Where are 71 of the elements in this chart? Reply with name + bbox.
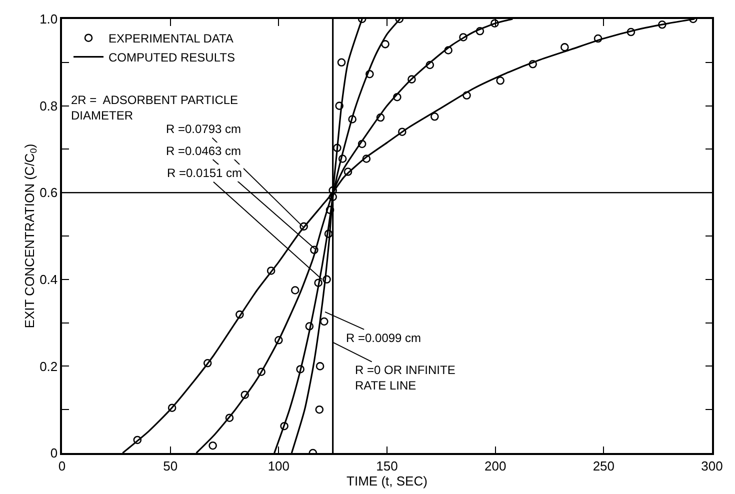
y-tick-label: 0.2 bbox=[40, 358, 58, 374]
point bbox=[203, 359, 212, 368]
point bbox=[310, 246, 318, 254]
y-tick-label: 0.8 bbox=[40, 98, 58, 114]
point bbox=[168, 404, 176, 412]
point bbox=[366, 70, 374, 78]
point bbox=[658, 20, 666, 29]
annotation: R =0.0151 cm bbox=[167, 166, 242, 180]
point bbox=[315, 405, 324, 414]
legend-label: COMPUTED RESULTS bbox=[108, 50, 235, 65]
annotation: R =0.0463 cm bbox=[166, 144, 242, 158]
point bbox=[337, 58, 346, 67]
point bbox=[300, 222, 308, 231]
annotation: 2R = ADSORBENT PARTICLE DIAMETER bbox=[71, 93, 238, 123]
point bbox=[133, 436, 142, 444]
point bbox=[528, 60, 537, 68]
x-tick-label: 50 bbox=[163, 458, 178, 474]
point bbox=[476, 27, 484, 36]
point bbox=[338, 154, 347, 163]
point bbox=[381, 40, 390, 48]
y-tick-label: 1.0 bbox=[40, 12, 58, 27]
point bbox=[496, 76, 504, 85]
point bbox=[280, 422, 288, 430]
point bbox=[490, 19, 499, 28]
point bbox=[444, 46, 452, 54]
point bbox=[333, 144, 342, 152]
x-tick-label: 300 bbox=[701, 458, 723, 474]
point bbox=[426, 60, 434, 70]
point bbox=[594, 34, 602, 43]
x-tick-label: 150 bbox=[376, 458, 398, 474]
point bbox=[225, 414, 234, 422]
annotation: R =0.0099 cm bbox=[346, 331, 422, 345]
point bbox=[296, 365, 304, 374]
point bbox=[376, 113, 385, 122]
point bbox=[236, 310, 244, 319]
point bbox=[322, 275, 331, 284]
annotation: R =0.0793 cm bbox=[166, 122, 242, 136]
point bbox=[344, 168, 352, 176]
legend-label: EXPERIMENTAL DATA bbox=[108, 32, 234, 46]
point bbox=[626, 28, 636, 36]
point bbox=[266, 266, 276, 275]
annotation: R =0 OR INFINITE RATE LINE bbox=[355, 363, 456, 393]
point bbox=[348, 115, 356, 124]
y-tick-label: 0.6 bbox=[40, 185, 58, 200]
point bbox=[314, 278, 322, 288]
point bbox=[320, 317, 328, 326]
point bbox=[328, 192, 337, 202]
point bbox=[560, 43, 569, 52]
point bbox=[335, 102, 344, 110]
point bbox=[459, 33, 468, 42]
point bbox=[305, 322, 314, 330]
x-tick-label: 100 bbox=[268, 458, 290, 474]
point bbox=[274, 336, 283, 344]
point bbox=[290, 286, 300, 294]
x-tick-label: 250 bbox=[592, 458, 615, 474]
x-axis-title: TIME (t, SEC) bbox=[346, 473, 428, 488]
point bbox=[393, 92, 402, 102]
y-tick-label: 0 bbox=[50, 446, 58, 461]
point bbox=[316, 362, 324, 370]
point bbox=[324, 230, 333, 238]
point bbox=[408, 75, 416, 84]
point bbox=[430, 112, 439, 121]
point bbox=[462, 91, 471, 100]
point bbox=[362, 154, 371, 163]
point bbox=[208, 441, 217, 450]
point bbox=[240, 390, 250, 399]
y-tick-label: 0.4 bbox=[40, 272, 58, 287]
point bbox=[257, 368, 266, 376]
point bbox=[398, 128, 406, 136]
point bbox=[358, 140, 366, 148]
x-tick-label: 200 bbox=[484, 458, 506, 474]
